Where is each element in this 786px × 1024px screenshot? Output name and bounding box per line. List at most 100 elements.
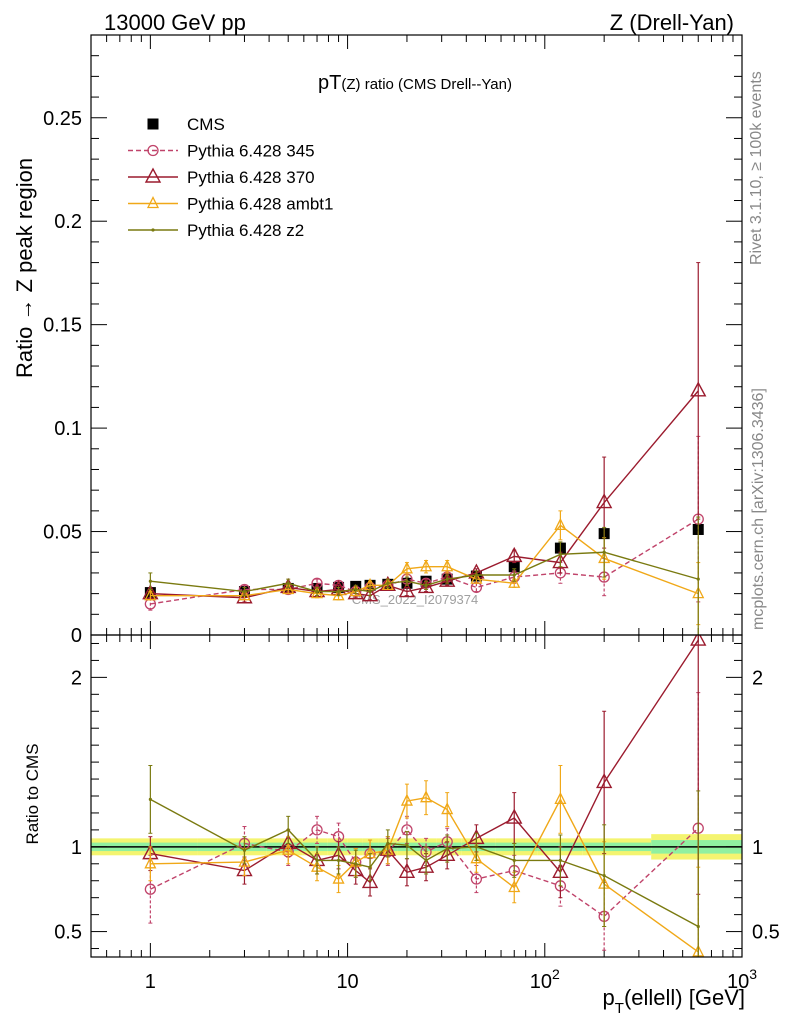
data-point (405, 843, 409, 847)
data-point (441, 559, 454, 572)
watermark: CMS_2022_I2079374 (352, 592, 479, 607)
data-point (554, 517, 567, 530)
data-point (445, 577, 449, 581)
legend-label: Pythia 6.428 z2 (187, 221, 304, 240)
legend-label: Pythia 6.428 345 (187, 142, 315, 161)
data-point (508, 880, 521, 893)
series-line (150, 796, 699, 953)
series-2 (142, 262, 707, 604)
series-line (150, 639, 699, 884)
data-point (552, 553, 569, 569)
side-events-label: Rivet 3.1.10, ≥ 100k events (748, 71, 765, 265)
data-point (405, 579, 409, 583)
data-point (368, 865, 372, 869)
data-point (602, 550, 606, 554)
data-point (242, 848, 247, 852)
data-point (474, 845, 478, 849)
data-point (386, 841, 390, 846)
y-tick-label: 1 (71, 837, 82, 859)
data-point (361, 586, 379, 602)
series-0 (144, 692, 704, 957)
y-tick-label: 0.25 (43, 108, 82, 130)
data-point (424, 583, 428, 587)
y-tick-label: 0.5 (54, 922, 82, 944)
legend-marker (144, 167, 162, 183)
data-point (310, 586, 324, 599)
y-tick-label-right: 0.5 (752, 922, 780, 944)
data-point (144, 883, 157, 895)
ratio-data-layer (142, 635, 707, 957)
legend-marker (151, 228, 155, 232)
data-point (595, 493, 613, 509)
legend-label: Pythia 6.428 370 (187, 168, 315, 187)
data-point (506, 546, 523, 563)
data-point (424, 858, 428, 863)
data-point (144, 856, 157, 869)
data-point (286, 828, 290, 832)
ratio-y-axis-label: Ratio to CMS (23, 743, 42, 844)
legend-label: CMS (187, 115, 225, 134)
data-point-cms (508, 561, 520, 573)
data-point (144, 588, 157, 601)
legend-marker (146, 196, 160, 209)
data-point (690, 381, 707, 397)
y-tick-label: 0.05 (43, 522, 82, 544)
data-point (512, 858, 516, 863)
data-point (558, 552, 563, 556)
data-point (242, 589, 247, 594)
main-data-layer (142, 262, 707, 635)
ratio-uncertainty-band (91, 834, 742, 860)
data-point (315, 589, 319, 594)
x-tick-label: 103 (727, 966, 757, 993)
data-point (696, 577, 700, 581)
main-chart-title: pT(Z) ratio (CMS Drell--Yan) (318, 72, 512, 94)
legend: CMS Pythia 6.428 345 Pythia 6.428 370 Pythi… (128, 115, 333, 240)
y-tick-label: 0.15 (43, 315, 82, 337)
x-tick-label-base: 10 (530, 971, 552, 993)
data-point (470, 873, 483, 885)
x-tick-label: 102 (530, 966, 560, 993)
data-point (332, 871, 345, 884)
x-tick-label: 10 (336, 971, 358, 993)
series-2 (144, 764, 705, 957)
y-tick-label-right: 2 (752, 667, 763, 689)
data-point (379, 575, 397, 592)
x-axis-label: pT(ellell) [GeV] (603, 985, 745, 1017)
header-left: 13000 GeV pp (104, 10, 246, 35)
data-point (602, 874, 606, 878)
data-point (506, 808, 523, 824)
series-3 (148, 764, 701, 957)
data-point (420, 790, 433, 803)
data-point (441, 802, 454, 815)
side-ref-label: mcplots.cern.ch [arXiv:1306.3436] (750, 388, 767, 630)
data-point (354, 862, 358, 866)
x-tick-label-base: 1 (145, 971, 156, 993)
series-line (150, 390, 699, 599)
data-point (311, 824, 323, 836)
y-tick-label: 0.1 (54, 418, 82, 440)
title-main: pT (318, 72, 341, 94)
x-tick-label-base: 10 (727, 971, 749, 993)
data-point (238, 588, 251, 601)
data-point (148, 797, 152, 801)
y-tick-label: 2 (71, 667, 82, 689)
data-point (354, 587, 358, 592)
data-point (420, 559, 433, 572)
data-point (332, 588, 345, 601)
x-tick-label-exp: 2 (552, 966, 560, 982)
series-line (150, 551, 699, 593)
data-point (554, 791, 567, 805)
main-axes: 0 0.05 0.1 0.15 0.2 0.25 (43, 35, 742, 647)
header-right: Z (Drell-Yan) (610, 10, 734, 35)
y-tick-label-right: 1 (752, 837, 763, 859)
data-point (148, 579, 152, 583)
title-rest: (Z) ratio (CMS Drell--Yan) (341, 76, 512, 93)
data-point (336, 589, 341, 594)
x-tick-label-exp: 3 (749, 966, 757, 982)
data-point (361, 872, 379, 889)
main-y-axis-label: Ratio → Z peak region (12, 158, 37, 378)
data-point (238, 854, 251, 867)
